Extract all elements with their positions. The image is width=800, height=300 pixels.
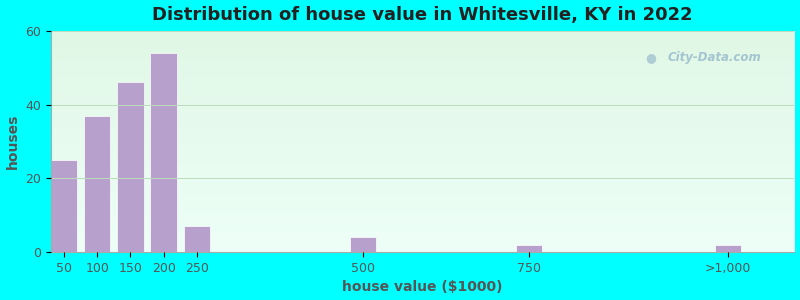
Bar: [515, 245, 542, 252]
Y-axis label: houses: houses: [6, 114, 19, 169]
Bar: [183, 226, 210, 252]
Bar: [714, 245, 742, 252]
Text: ●: ●: [646, 51, 657, 64]
Bar: [350, 237, 376, 252]
Bar: [84, 116, 110, 252]
X-axis label: house value ($1000): house value ($1000): [342, 280, 503, 294]
Bar: [50, 160, 78, 252]
Title: Distribution of house value in Whitesville, KY in 2022: Distribution of house value in Whitesvil…: [152, 6, 693, 24]
Bar: [150, 53, 177, 252]
Text: City-Data.com: City-Data.com: [668, 51, 762, 64]
Bar: [117, 82, 144, 252]
